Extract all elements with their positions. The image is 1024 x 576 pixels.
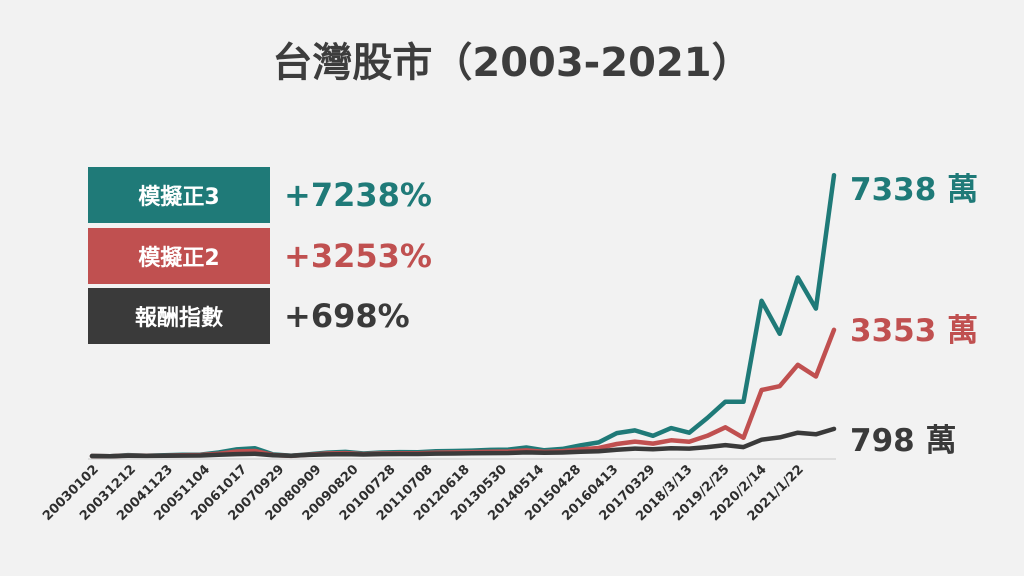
legend-return-index: +698%	[284, 297, 410, 335]
end-value-3x: 7338 萬	[850, 172, 979, 208]
chart-title: 台灣股市（2003-2021）	[272, 40, 752, 86]
legend-return-2x: +3253%	[284, 237, 432, 275]
series-line-2x	[89, 327, 837, 459]
series-line-3x	[89, 172, 837, 459]
series-line-index	[89, 426, 837, 459]
legend-label-3x: 模擬正3	[88, 167, 270, 223]
legend-label-2x: 模擬正2	[88, 228, 270, 284]
end-value-index: 798 萬	[850, 423, 957, 459]
legend-return-3x: +7238%	[284, 176, 432, 214]
legend-label-index: 報酬指數	[88, 288, 270, 344]
end-value-2x: 3353 萬	[850, 313, 979, 349]
